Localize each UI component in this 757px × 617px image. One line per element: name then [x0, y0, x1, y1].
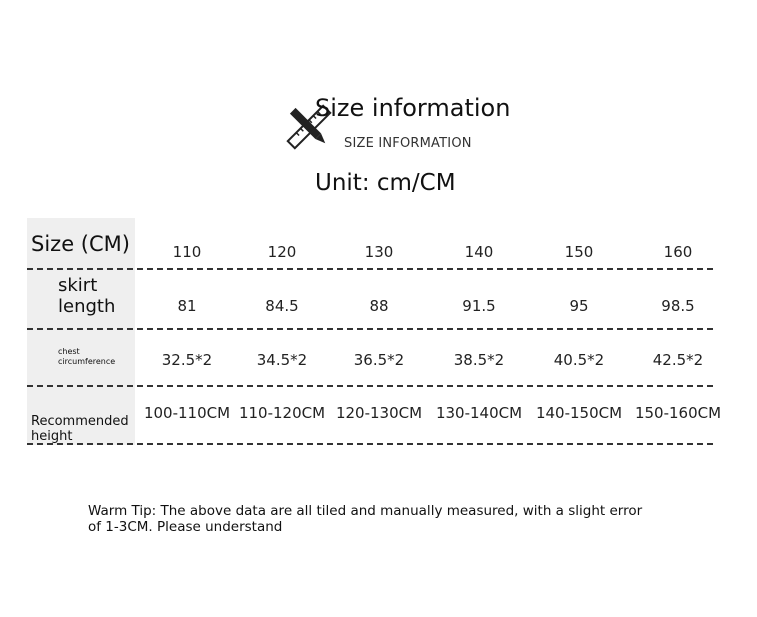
cell-chest: 36.5*2 [353, 351, 405, 369]
cell-skirt-length: 95 [569, 297, 589, 315]
cell-skirt-length: 91.5 [462, 297, 496, 315]
page-subtitle: SIZE INFORMATION [344, 136, 472, 151]
ruler-pencil-icon [286, 104, 332, 150]
cell-sizes: 140 [464, 243, 494, 261]
cell-sizes: 150 [564, 243, 594, 261]
cell-chest: 38.5*2 [453, 351, 505, 369]
cell-chest: 40.5*2 [553, 351, 605, 369]
row-label-skirt-length: skirt length [58, 275, 116, 317]
cell-height: 110-120CM [238, 404, 326, 422]
row-label-chest: chest circumference [58, 347, 116, 366]
cell-chest: 42.5*2 [652, 351, 704, 369]
divider [27, 328, 713, 330]
cell-chest: 34.5*2 [256, 351, 308, 369]
cell-height: 140-150CM [535, 404, 623, 422]
cell-sizes: 120 [267, 243, 297, 261]
cell-sizes: 110 [172, 243, 202, 261]
warm-tip: Warm Tip: The above data are all tiled a… [88, 503, 643, 535]
cell-skirt-length: 88 [369, 297, 389, 315]
cell-chest: 32.5*2 [161, 351, 213, 369]
cell-sizes: 160 [663, 243, 693, 261]
label-column [27, 218, 135, 445]
cell-height: 130-140CM [435, 404, 523, 422]
row-label-height: Recommended height [31, 414, 129, 444]
cell-height: 120-130CM [335, 404, 423, 422]
cell-height: 100-110CM [143, 404, 231, 422]
row-label-size: Size (CM) [31, 232, 130, 256]
cell-height: 150-160CM [634, 404, 722, 422]
unit-label: Unit: cm/CM [315, 170, 456, 196]
divider [27, 268, 713, 270]
divider [27, 385, 713, 387]
cell-skirt-length: 98.5 [661, 297, 695, 315]
cell-skirt-length: 84.5 [265, 297, 299, 315]
page-title: Size information [315, 94, 511, 122]
divider [27, 443, 713, 445]
cell-sizes: 130 [364, 243, 394, 261]
cell-skirt-length: 81 [177, 297, 197, 315]
